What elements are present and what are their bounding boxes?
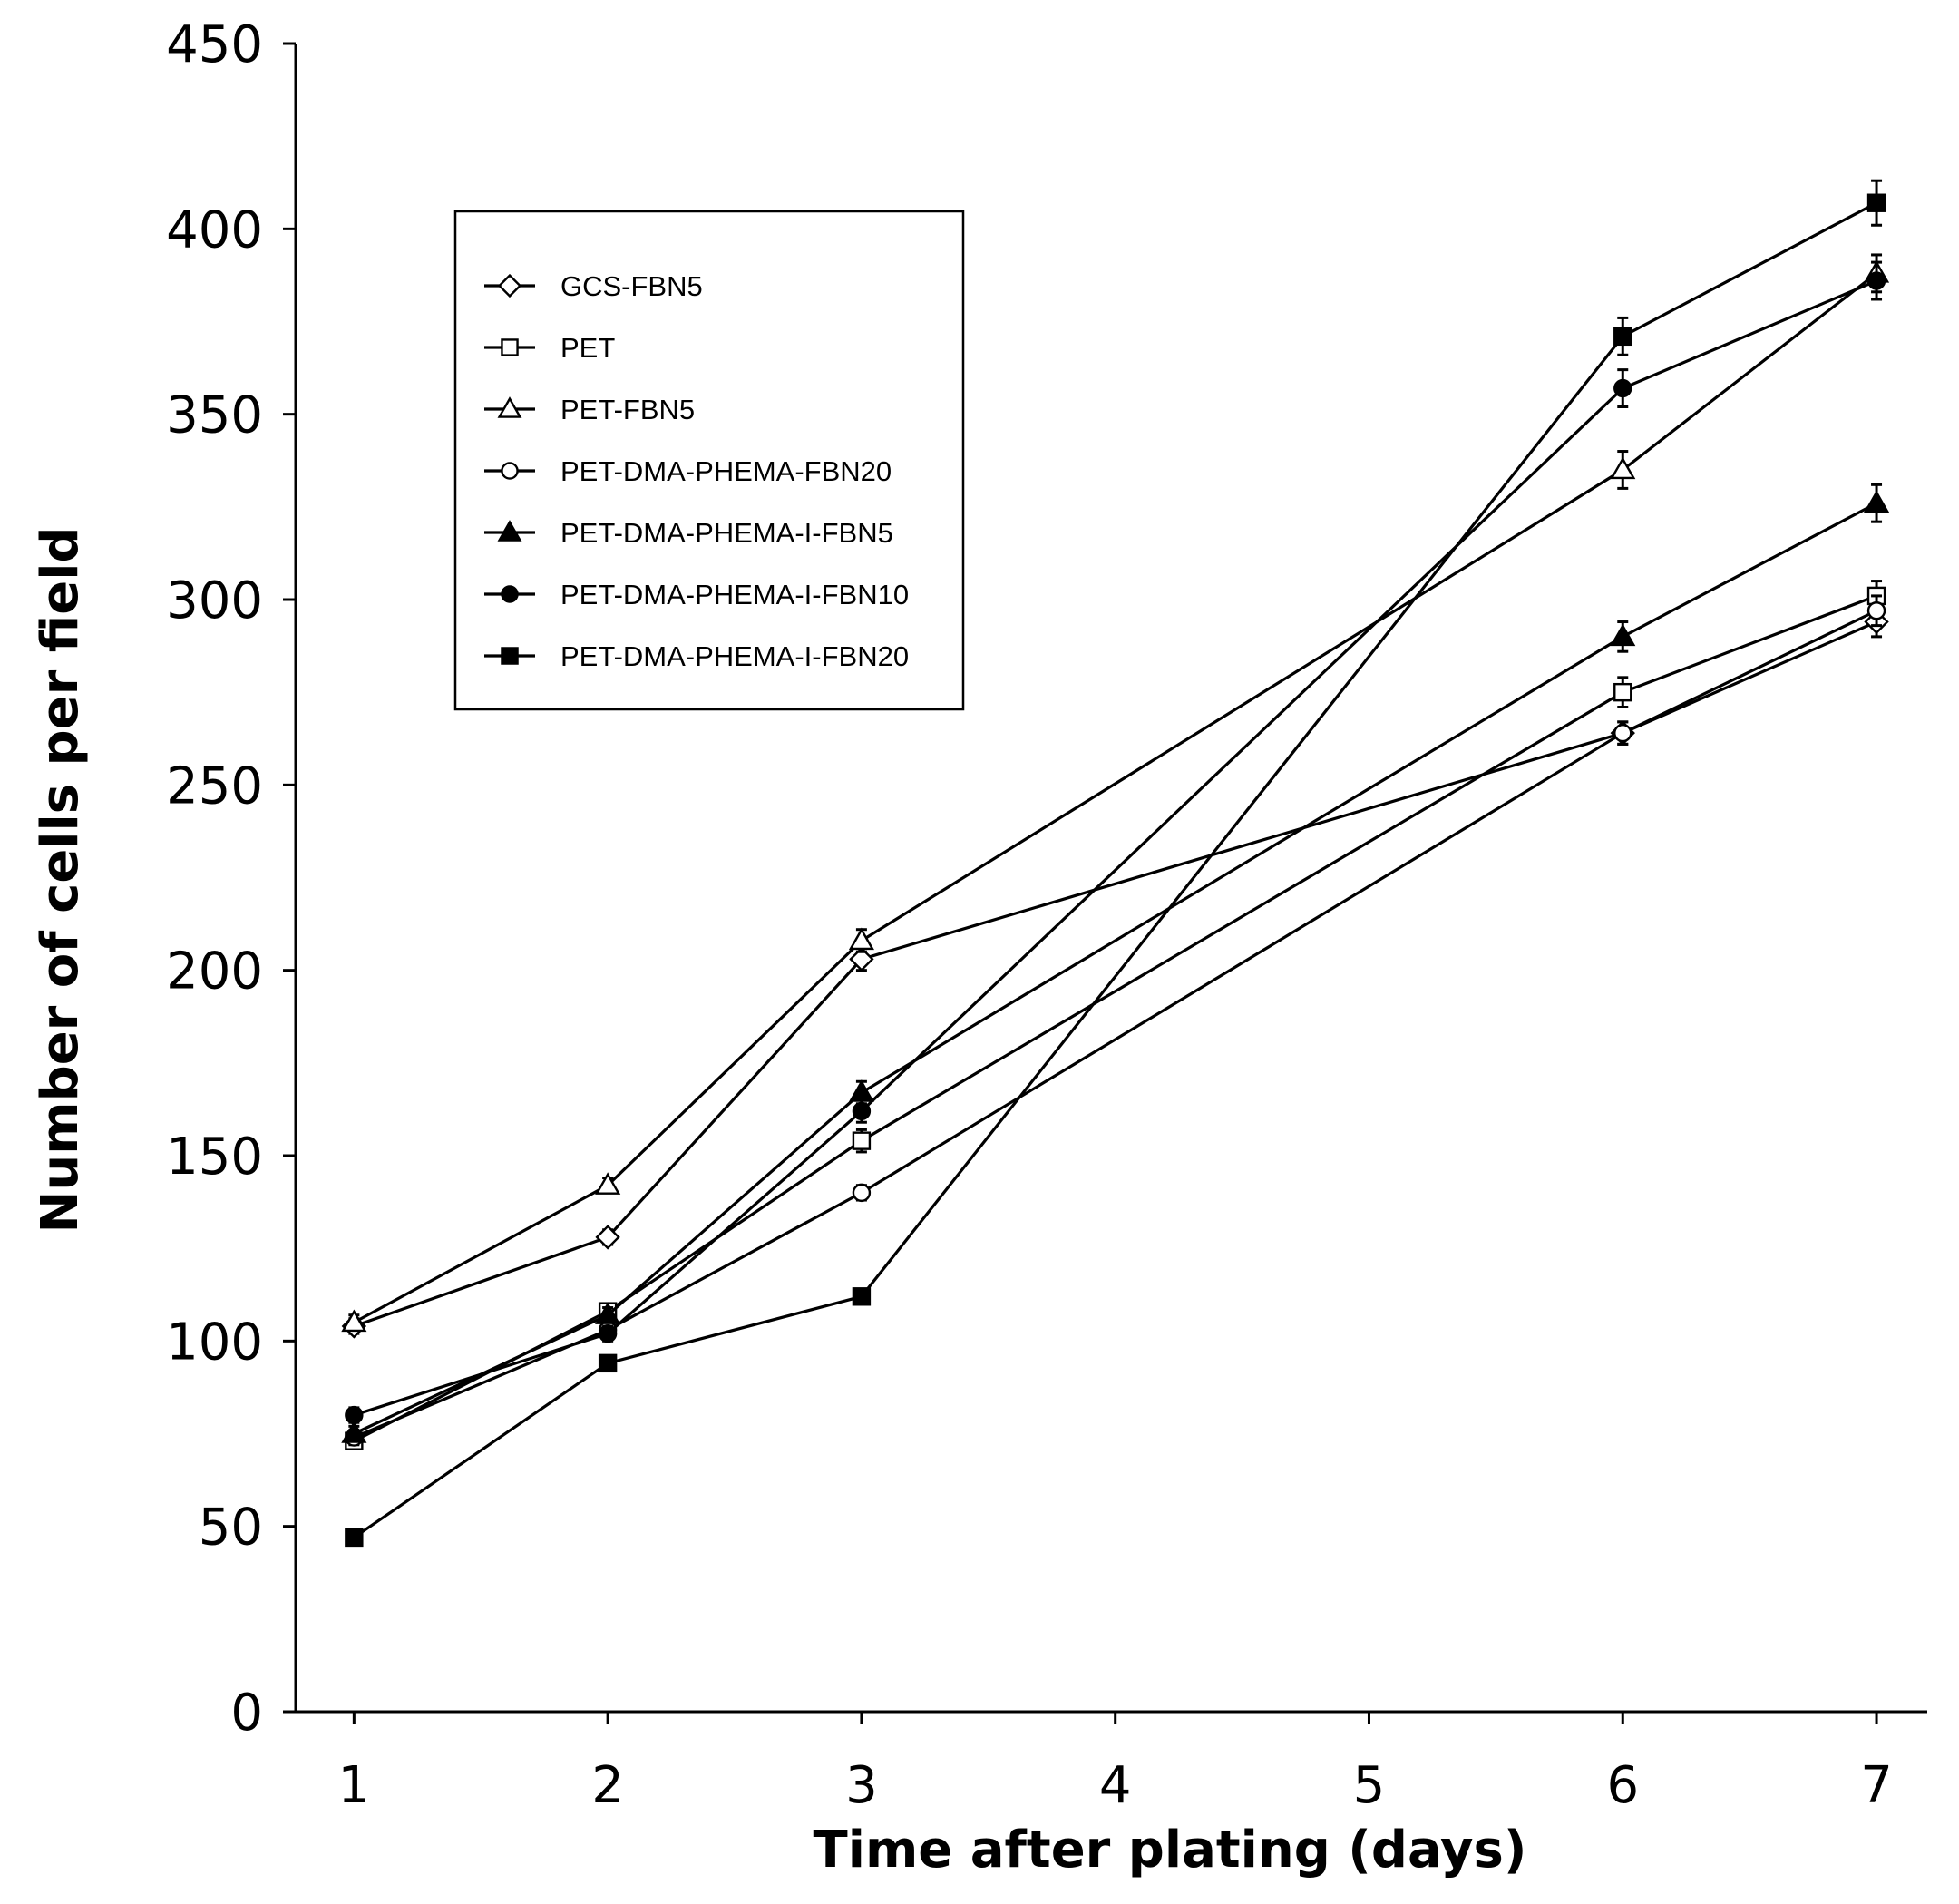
data-point <box>1610 623 1636 647</box>
data-point <box>598 1323 618 1343</box>
axes: 0 50 100 150 200 250 300 350 400 450 1 2 3 4 5 6 7 <box>166 15 1927 1815</box>
legend-label: PET-FBN5 <box>560 394 695 425</box>
legend-label: PET-DMA-PHEMA-FBN20 <box>560 455 892 487</box>
legend-item: GCS-FBN5 <box>484 270 703 302</box>
data-point <box>598 1353 618 1373</box>
y-tick-label: 350 <box>166 386 263 445</box>
data-point <box>1613 327 1632 347</box>
series-pet <box>345 580 1886 1450</box>
x-tick-label: 2 <box>591 1756 624 1815</box>
y-tick-label: 200 <box>166 942 263 1001</box>
data-point <box>1610 456 1636 480</box>
y-tick-label: 250 <box>166 757 263 815</box>
legend: GCS-FBN5 PET PET-FBN5 PET-DMA-PHEMA-FBN20 PE… <box>453 210 965 711</box>
legend-item: PET-FBN5 <box>484 394 695 425</box>
legend-item: PET-DMA-PHEMA-I-FBN10 <box>484 579 909 610</box>
legend-item: PET-DMA-PHEMA-I-FBN5 <box>484 517 893 549</box>
data-point <box>341 1309 367 1333</box>
data-point <box>1613 723 1632 743</box>
series-pet-dma-phema-i-fbn20 <box>345 179 1886 1548</box>
y-tick-label: 0 <box>230 1684 263 1743</box>
legend-item: PET-DMA-PHEMA-FBN20 <box>484 455 892 487</box>
data-point <box>341 1421 367 1443</box>
data-point <box>595 1225 620 1250</box>
series-pet-fbn5 <box>341 253 1890 1333</box>
y-tick-label: 300 <box>166 571 263 630</box>
x-tick-label: 1 <box>338 1756 371 1815</box>
x-tick-label: 7 <box>1860 1756 1893 1815</box>
legend-label: GCS-FBN5 <box>560 270 703 302</box>
legend-box <box>453 210 965 711</box>
data-point <box>848 1079 874 1102</box>
x-tick-label: 3 <box>845 1756 878 1815</box>
legend-label: PET <box>560 332 615 364</box>
data-point <box>1866 271 1886 290</box>
legend-label: PET-DMA-PHEMA-I-FBN5 <box>560 517 893 549</box>
data-point <box>345 1405 364 1425</box>
y-tick-label: 450 <box>166 15 263 74</box>
y-tick-label: 50 <box>199 1499 263 1557</box>
data-point <box>1613 378 1632 398</box>
legend-item: PET <box>484 332 615 364</box>
data-point <box>345 1528 364 1548</box>
data-point <box>595 1172 621 1195</box>
legend-marker <box>497 396 522 418</box>
series-pet-dma-phema-i-fbn5 <box>341 483 1890 1443</box>
series-group <box>341 179 1890 1548</box>
data-point <box>1866 601 1886 620</box>
data-point <box>852 1183 872 1203</box>
x-tick-label: 4 <box>1099 1756 1132 1815</box>
legend-marker <box>501 585 519 603</box>
data-point <box>1866 193 1886 212</box>
series-pet-dma-phema-i-fbn10 <box>345 260 1886 1425</box>
data-point <box>1613 682 1632 702</box>
legend-marker <box>497 520 522 542</box>
legend-marker <box>501 338 519 356</box>
x-tick-label: 5 <box>1353 1756 1386 1815</box>
series-pet-dma-phema-fbn20 <box>345 594 1886 1447</box>
data-point <box>595 1302 621 1324</box>
legend-item: PET-DMA-PHEMA-I-FBN20 <box>484 640 909 672</box>
data-point <box>849 946 874 972</box>
data-point <box>852 1101 872 1121</box>
legend-label: PET-DMA-PHEMA-I-FBN20 <box>560 640 909 672</box>
y-tick-label: 400 <box>166 200 263 259</box>
legend-label: PET-DMA-PHEMA-I-FBN10 <box>560 579 909 610</box>
legend-marker <box>497 273 522 298</box>
legend-marker <box>501 462 519 480</box>
x-axis-title: Time after plating (days) <box>814 1821 1527 1880</box>
series-line <box>353 620 1877 1328</box>
series-line <box>353 609 1877 1440</box>
data-point <box>852 1131 872 1150</box>
data-point <box>848 927 874 951</box>
legend-marker <box>501 647 519 665</box>
data-point <box>852 1287 872 1306</box>
data-point <box>1863 490 1890 513</box>
y-axis-title: Number of cells per field <box>31 527 90 1234</box>
y-tick-label: 150 <box>166 1128 263 1186</box>
x-tick-label: 6 <box>1606 1756 1639 1815</box>
y-tick-label: 100 <box>166 1313 263 1372</box>
